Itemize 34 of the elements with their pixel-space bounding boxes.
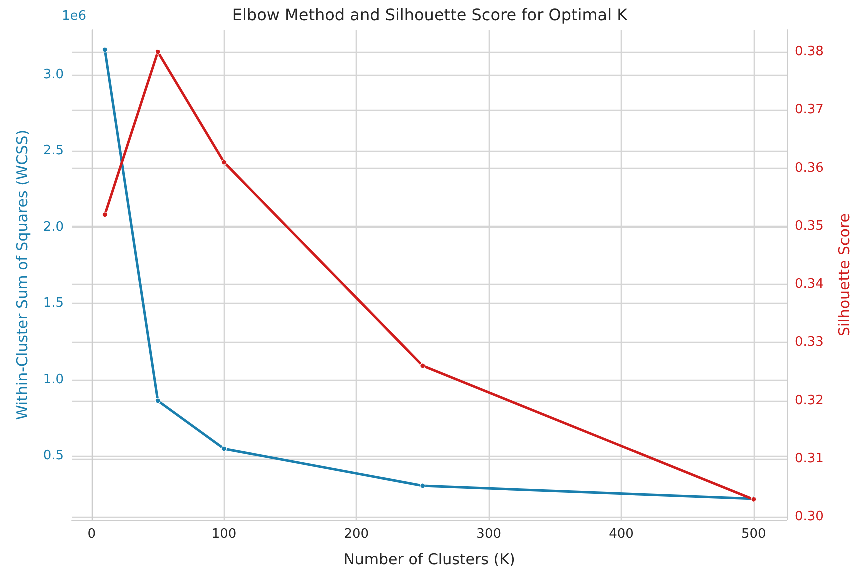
y-tick-label: 1.5	[43, 296, 64, 312]
point	[420, 363, 426, 369]
y-tick-label: 2.5	[43, 144, 64, 159]
point	[155, 49, 161, 55]
chart-title: Elbow Method and Silhouette Score for Optimal K	[232, 6, 628, 24]
x-tick-label: 400	[609, 527, 634, 542]
y2-tick-label: 0.30	[795, 510, 824, 525]
y-tick-label: 0.5	[43, 448, 64, 464]
y2-tick-label: 0.33	[795, 335, 824, 350]
point	[102, 47, 108, 53]
point	[221, 160, 228, 166]
y2-tick-label: 0.36	[795, 160, 824, 176]
x-tick-label: 100	[212, 527, 237, 542]
y-axis-title: Within-Cluster Sum of Squares (WCSS)	[14, 130, 32, 420]
y-tick-label: 3.0	[43, 67, 64, 82]
y2-tick-label: 0.32	[795, 393, 824, 408]
y2-tick-label: 0.31	[795, 451, 824, 466]
x-tick-label: 500	[741, 527, 766, 542]
y-tick-label: 1.0	[43, 372, 64, 388]
point	[155, 398, 161, 404]
x-tick-label: 300	[476, 527, 502, 542]
x-tick-label: 200	[344, 527, 370, 542]
point	[420, 483, 426, 489]
y2-axis-title: Silhouette Score	[836, 213, 854, 337]
point	[102, 212, 108, 218]
y2-tick-label: 0.37	[795, 102, 824, 118]
x-axis-title: Number of Clusters (K)	[344, 550, 516, 568]
text: 1e6	[62, 9, 87, 24]
x-tick-label: 0	[88, 527, 96, 542]
y2-tick-label: 0.34	[795, 277, 824, 292]
y-tick-label: 2.0	[43, 220, 64, 235]
y2-tick-label: 0.35	[795, 218, 824, 234]
y2-tick-label: 0.38	[795, 44, 824, 60]
point	[221, 446, 228, 452]
